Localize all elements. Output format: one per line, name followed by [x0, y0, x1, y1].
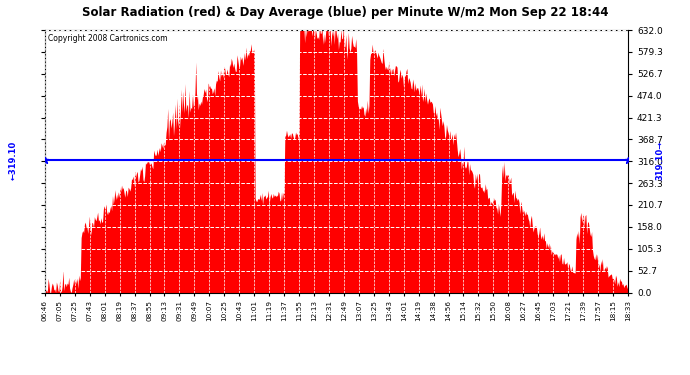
Text: Solar Radiation (red) & Day Average (blue) per Minute W/m2 Mon Sep 22 18:44: Solar Radiation (red) & Day Average (blu… [81, 6, 609, 19]
Text: ←319.10: ←319.10 [8, 140, 17, 180]
Text: 319.10→: 319.10→ [656, 140, 664, 180]
Text: Copyright 2008 Cartronics.com: Copyright 2008 Cartronics.com [48, 34, 167, 43]
